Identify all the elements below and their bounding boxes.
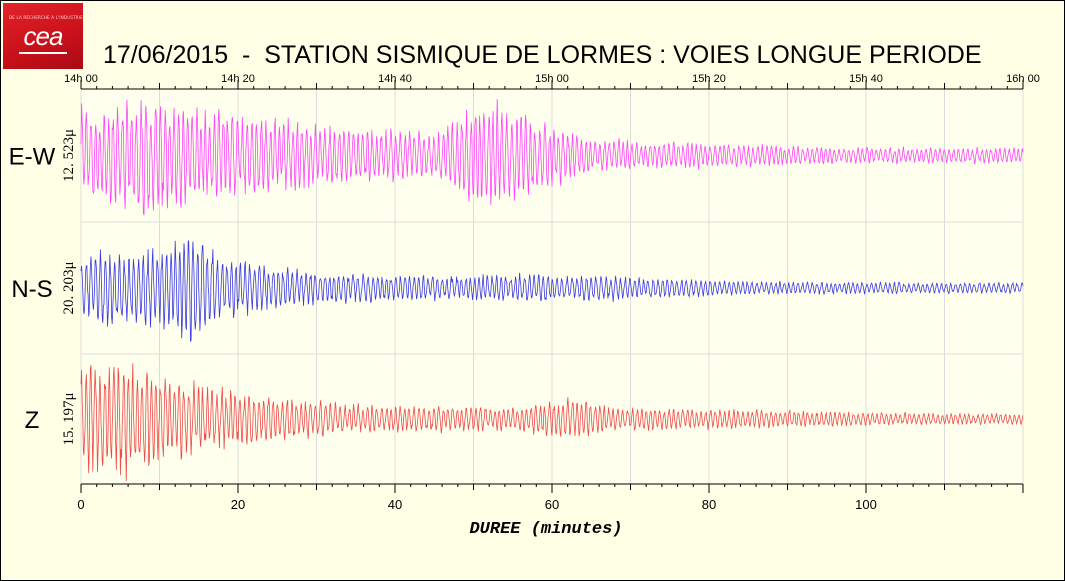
amplitude-label: 12. 523μ [61, 129, 77, 182]
trace-ns [80, 240, 1024, 343]
channel-label: N-S [11, 276, 52, 303]
logo-tagline: DE LA RECHERCHE A L'INDUSTRIE [9, 15, 83, 20]
x-tick-label: 80 [702, 497, 716, 512]
amplitude-label: 20. 203μ [61, 261, 77, 314]
x-tick-label: 60 [545, 497, 559, 512]
channel-label: Z [25, 407, 40, 434]
time-tick-label: 14h 20 [221, 73, 255, 85]
amplitude-label: 15. 197μ [61, 392, 77, 445]
trace-z [80, 363, 1024, 481]
time-tick-label: 14h 40 [378, 73, 412, 85]
x-tick-label: 100 [855, 497, 877, 512]
x-tick-label: 20 [231, 497, 245, 512]
time-tick-label: 16h 00 [1006, 73, 1040, 85]
trace-ew [80, 99, 1024, 216]
time-tick-label: 15h 20 [692, 73, 726, 85]
channel-label: E-W [9, 144, 56, 171]
x-tick-label: 0 [77, 497, 84, 512]
time-tick-label: 15h 00 [535, 73, 569, 85]
x-axis-label: DUREE (minutes) [469, 520, 622, 539]
time-tick-label: 15h 40 [849, 73, 883, 85]
logo-bar [19, 52, 67, 54]
x-tick-label: 40 [388, 497, 402, 512]
time-tick-label: 14h 00 [64, 73, 98, 85]
logo-word: cea [23, 21, 64, 51]
cea-logo: DE LA RECHERCHE A L'INDUSTRIE cea [3, 3, 83, 69]
chart-title: 17/06/2015 - STATION SISMIQUE DE LORMES … [103, 41, 982, 69]
